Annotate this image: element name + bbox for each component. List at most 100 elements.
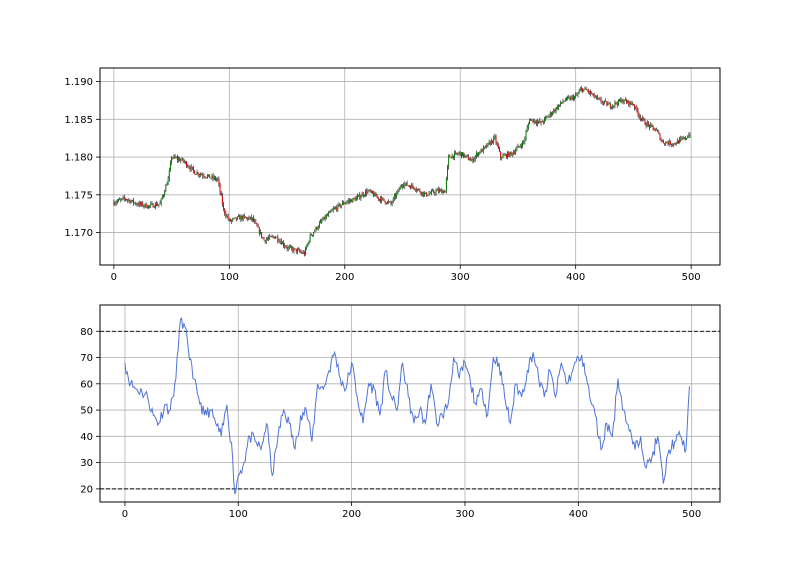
- candle-body: [517, 145, 519, 148]
- candle-body: [261, 232, 263, 238]
- candle-body: [520, 146, 522, 147]
- candle-body: [463, 152, 465, 157]
- candle-body: [291, 246, 293, 249]
- candle-body: [211, 175, 213, 178]
- candle-body: [246, 217, 248, 219]
- candle-body: [322, 219, 324, 221]
- candle-body: [496, 142, 498, 145]
- candle-body: [684, 137, 686, 140]
- candle-body: [557, 105, 559, 109]
- candle-body: [547, 116, 549, 118]
- candle-body: [410, 186, 412, 189]
- candle-body: [371, 191, 373, 194]
- candle-body: [271, 236, 273, 238]
- candle-body: [515, 150, 517, 154]
- candle-body: [612, 105, 614, 108]
- candle-body: [586, 89, 588, 91]
- candle-body: [544, 118, 546, 123]
- candle-body: [629, 101, 631, 105]
- candle-body: [131, 199, 133, 202]
- candle-body: [490, 140, 492, 145]
- candle-body: [238, 216, 240, 217]
- candle-body: [501, 157, 503, 159]
- candle-body: [266, 238, 268, 240]
- candle-body: [505, 154, 507, 158]
- candle-body: [142, 202, 144, 207]
- candle-body: [570, 97, 572, 100]
- candle-body: [208, 174, 210, 176]
- candle-body: [591, 93, 593, 95]
- candle-body: [174, 156, 176, 158]
- candle-body: [583, 89, 585, 92]
- candle-body: [202, 174, 204, 177]
- candle-body: [407, 185, 409, 187]
- candle-body: [464, 155, 466, 157]
- candle-body: [305, 248, 307, 255]
- candle-body: [184, 161, 186, 163]
- candle-body: [590, 91, 592, 94]
- candle-body: [680, 138, 682, 140]
- candle-body: [615, 102, 617, 104]
- candle-body: [512, 152, 514, 155]
- candle-body: [668, 140, 670, 145]
- candle-body: [460, 152, 462, 157]
- candle-body: [466, 155, 468, 157]
- candle-body: [453, 153, 455, 158]
- candle-body: [249, 216, 251, 218]
- candle-body: [688, 135, 690, 138]
- candle-body: [247, 217, 249, 220]
- candle-body: [129, 199, 131, 203]
- candle-body: [123, 197, 125, 199]
- candle-body: [425, 192, 427, 194]
- candle-body: [226, 216, 228, 217]
- candle-body: [578, 91, 580, 94]
- candle-body: [120, 199, 122, 201]
- candle-body: [405, 182, 407, 185]
- candle-body: [285, 246, 287, 248]
- candle-body: [504, 154, 506, 156]
- candle-body: [449, 155, 451, 158]
- candle-body: [664, 143, 666, 145]
- candle-body: [574, 96, 576, 100]
- candle-body: [426, 192, 428, 196]
- candle-body: [218, 178, 220, 185]
- candle-body: [375, 193, 377, 197]
- candle-body: [116, 201, 118, 203]
- candle-body: [510, 151, 512, 154]
- candle-body: [396, 192, 398, 197]
- candle-body: [314, 230, 316, 233]
- candle-body: [593, 93, 595, 98]
- candle-body: [235, 217, 237, 220]
- candle-body: [160, 198, 162, 204]
- candle-body: [462, 152, 464, 157]
- candle-body: [229, 219, 231, 222]
- candle-body: [432, 190, 434, 192]
- candle-body: [533, 120, 535, 123]
- candle-body: [398, 189, 400, 191]
- candle-body: [494, 136, 496, 138]
- candle-body: [310, 234, 312, 236]
- candle-body: [183, 161, 185, 162]
- candlestick-chart-panel: 0 100 200 300 400 500 1.1701.1751.1801.1851.1…: [64, 67, 721, 283]
- x-tick-label: 300: [451, 272, 470, 283]
- candle-body: [642, 118, 644, 119]
- candle-body: [178, 158, 180, 160]
- candle-body: [434, 192, 436, 194]
- candle-body: [534, 120, 536, 123]
- y-tick-label: 20: [80, 484, 93, 495]
- candle-body: [130, 201, 132, 203]
- x-tick-label: 0: [122, 509, 128, 520]
- top-plot-area: [100, 68, 720, 265]
- candle-body: [686, 138, 688, 140]
- candle-body: [225, 213, 227, 217]
- top-x-axis: 0 100 200 300 400 500: [111, 265, 701, 283]
- candle-body: [240, 216, 242, 220]
- candle-body: [370, 191, 372, 192]
- candle-body: [631, 103, 633, 105]
- candle-body: [643, 118, 645, 120]
- candle-body: [635, 106, 637, 108]
- candle-body: [406, 182, 408, 186]
- candle-body: [179, 158, 181, 162]
- candle-body: [472, 158, 474, 162]
- candle-body: [337, 204, 339, 210]
